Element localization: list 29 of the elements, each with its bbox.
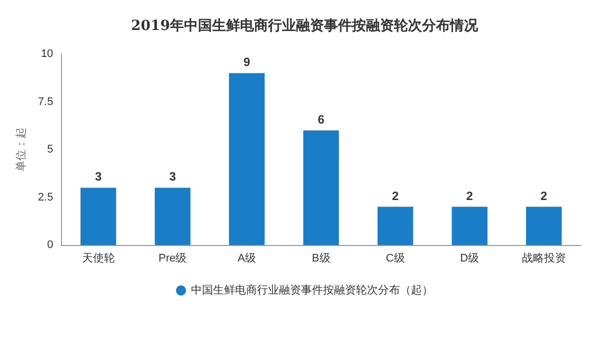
bar: [229, 73, 265, 245]
bar: [303, 130, 339, 245]
bar: [526, 206, 562, 245]
y-tick-label: 0: [47, 239, 54, 251]
data-label: 9: [243, 55, 250, 70]
bar: [452, 206, 488, 245]
data-label: 6: [318, 112, 325, 126]
y-tick-label: 5: [47, 144, 54, 156]
x-tick-label: Pre级: [158, 252, 187, 264]
bar: [154, 188, 190, 245]
bar: [80, 188, 116, 245]
legend-label: 中国生鲜电商行业融资事件按融资轮次分布（起）: [191, 284, 433, 296]
data-label: 2: [392, 188, 400, 203]
y-tick-label: 2.5: [38, 191, 54, 204]
y-tick-label: 10: [40, 48, 54, 60]
x-tick-label: D级: [460, 252, 480, 264]
x-tick-label: 战略投资: [522, 252, 566, 264]
x-tick-label: C级: [386, 252, 405, 264]
bar: [378, 206, 414, 245]
x-tick-label: A级: [238, 252, 256, 264]
x-tick-label: B级: [312, 252, 330, 264]
data-label: 2: [540, 188, 548, 203]
y-tick-label: 7.5: [38, 96, 54, 108]
data-label: 2: [466, 188, 474, 203]
data-label: 3: [169, 170, 176, 184]
data-label: 3: [94, 170, 102, 184]
chart-title: 2019年中国生鲜电商行业融资事件按融资轮次分布情况: [131, 17, 479, 34]
x-tick-label: 天使轮: [82, 252, 115, 264]
y-axis-title: 单位：起: [14, 128, 28, 172]
